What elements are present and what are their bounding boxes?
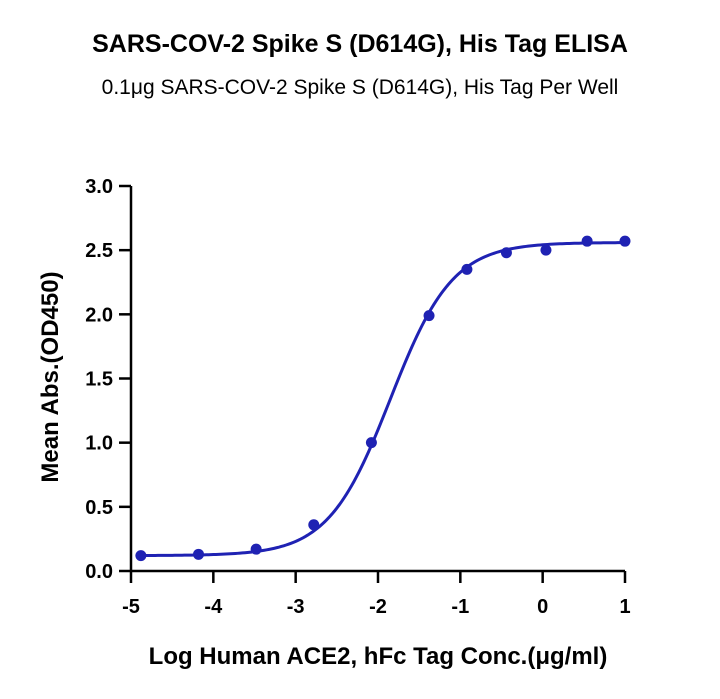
x-tick-label: -2 (369, 596, 387, 618)
data-point (193, 548, 205, 560)
x-tick-label: -4 (204, 596, 223, 618)
x-ticks: -5 -4 -3 -2 -1 0 1 (122, 571, 631, 618)
y-tick-label: 1.5 (85, 369, 113, 391)
data-point (308, 519, 320, 531)
y-tick-label: 1.0 (85, 433, 113, 455)
data-point (461, 263, 473, 275)
y-tick-label: 3.0 (85, 176, 113, 198)
data-points (135, 235, 631, 562)
data-point (365, 437, 377, 449)
y-tick-label: 0.5 (85, 497, 113, 519)
fit-curve (140, 241, 626, 557)
data-point (581, 235, 593, 247)
y-tick-label: 2.5 (85, 240, 113, 262)
chart-title: SARS-COV-2 Spike S (D614G), His Tag ELIS… (92, 30, 628, 58)
y-tick-label: 0.0 (85, 561, 113, 583)
data-point (540, 244, 552, 256)
data-point (423, 310, 435, 322)
data-point (500, 247, 512, 259)
y-axis-label: Mean Abs.(OD450) (37, 271, 64, 482)
data-point (619, 235, 631, 247)
x-tick-label: -3 (287, 596, 305, 618)
x-tick-label: -1 (451, 596, 469, 618)
y-ticks: 0.0 0.5 1.0 1.5 2.0 2.5 3.0 (85, 176, 131, 583)
data-point (250, 543, 262, 555)
data-point (135, 550, 147, 562)
x-tick-label: 1 (619, 596, 630, 618)
x-tick-label: 0 (537, 596, 548, 618)
x-axis-label: Log Human ACE2, hFc Tag Conc.(μg/ml) (149, 643, 608, 670)
x-tick-label: -5 (122, 596, 140, 618)
y-tick-label: 2.0 (85, 304, 113, 326)
chart-subtitle: 0.1μg SARS-COV-2 Spike S (D614G), His Ta… (101, 76, 619, 99)
